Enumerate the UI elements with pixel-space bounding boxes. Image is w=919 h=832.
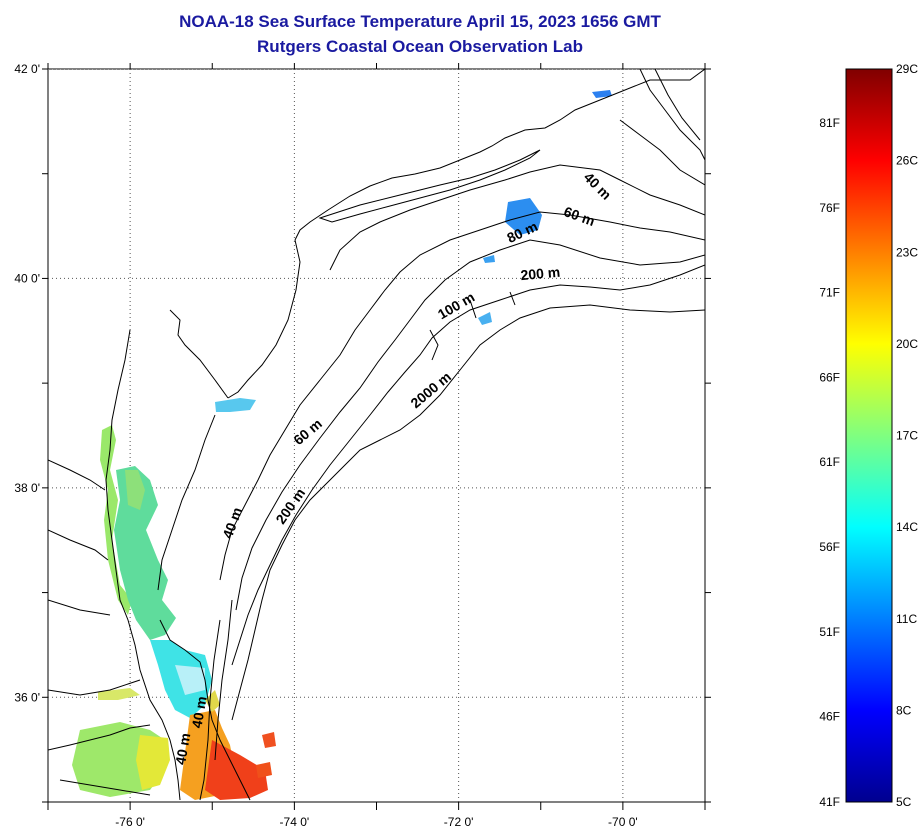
- coastline-nc: [159, 619, 251, 801]
- isobath-80m: [235, 239, 705, 611]
- sst-offshore-speck2: [478, 312, 492, 325]
- colorbar-fahrenheit-label: 61F: [819, 455, 840, 469]
- coastline-new-england: [294, 69, 705, 241]
- isobaths: [199, 69, 705, 801]
- isobath-canyons: [429, 291, 516, 361]
- colorbar-celsius-label: 20C: [896, 337, 918, 351]
- colorbar-celsius-label: 26C: [896, 154, 918, 168]
- isobath-label: 40 m: [188, 695, 209, 729]
- coastline-rivers: [48, 459, 141, 696]
- sst-nc-coast-yellow: [205, 690, 220, 712]
- sst-nc-light: [175, 665, 205, 695]
- sst-gulfstream-spot: [262, 732, 276, 748]
- colorbar-fahrenheit-label: 76F: [819, 201, 840, 215]
- coastline-sounds: [48, 724, 151, 796]
- isobath-nc-shelf: [199, 599, 233, 801]
- lat-tick-label: 36 0': [14, 690, 40, 704]
- map-frame: [47, 68, 706, 803]
- map-axes: -76 0' -74 0' -72 0' -70 0' 42 0' 40 0' 38 0' 3…: [14, 62, 711, 829]
- colorbar-fahrenheit-label: 66F: [819, 370, 840, 384]
- colorbar-celsius-label: 8C: [896, 703, 912, 717]
- sst-cape-cod: [592, 90, 612, 98]
- graticule: [48, 69, 705, 802]
- sst-offshore-speck: [483, 255, 495, 263]
- lon-tick-label: -72 0': [444, 815, 474, 829]
- lon-tick-label: -74 0': [280, 815, 310, 829]
- colorbar-fahrenheit-label: 71F: [819, 286, 840, 300]
- sst-delmarva-bay: [125, 470, 145, 510]
- lon-tick-label: -70 0': [608, 815, 638, 829]
- colorbar-fahrenheit-label: 56F: [819, 540, 840, 554]
- sst-chesapeake-west: [100, 425, 132, 615]
- colorbar-gradient: [845, 68, 893, 803]
- coastline: [48, 69, 705, 801]
- colorbar: 29C 26C 23C 20C 17C 14C 11C 8C 5C 81F 76F 71F 66F 61…: [819, 62, 918, 809]
- isobath-2000m: [231, 304, 705, 721]
- lon-tick-label: -76 0': [115, 815, 145, 829]
- colorbar-fahrenheit-label: 81F: [819, 116, 840, 130]
- sst-patches: [72, 90, 612, 800]
- lat-tick-label: 40 0': [14, 271, 40, 285]
- colorbar-fahrenheit-label: 51F: [819, 625, 840, 639]
- isobath-40m-north: [329, 164, 705, 271]
- colorbar-fahrenheit-label: 41F: [819, 795, 840, 809]
- isobath-label: 200 m: [520, 264, 561, 283]
- lat-tick-label: 42 0': [14, 62, 40, 76]
- sst-delaware-mouth: [215, 398, 256, 412]
- colorbar-fahrenheit-label: 46F: [819, 710, 840, 724]
- sst-hatteras-red: [205, 740, 268, 800]
- coastline-delaware-bay: [169, 309, 229, 399]
- coastline-chesapeake-west: [105, 329, 181, 801]
- coastline-nj: [227, 239, 301, 399]
- coastline-delmarva: [157, 414, 216, 591]
- sst-chesapeake: [114, 466, 176, 640]
- coastline-long-island: [318, 149, 541, 223]
- colorbar-celsius-label: 29C: [896, 62, 918, 76]
- colorbar-fahrenheit-labels: 81F 76F 71F 66F 61F 56F 51F 46F 41F: [819, 116, 840, 809]
- colorbar-celsius-label: 5C: [896, 795, 912, 809]
- sst-albemarle-strip: [98, 688, 140, 700]
- colorbar-celsius-label: 23C: [896, 245, 918, 259]
- isobath-georges: [619, 69, 705, 186]
- colorbar-celsius-label: 17C: [896, 429, 918, 443]
- sst-pamlico-yellow: [136, 735, 170, 790]
- isobath-label: 40 m: [172, 732, 193, 766]
- lat-tick-label: 38 0': [14, 481, 40, 495]
- colorbar-celsius-label: 14C: [896, 520, 918, 534]
- isobath-200m: [231, 264, 705, 666]
- colorbar-celsius-labels: 29C 26C 23C 20C 17C 14C 11C 8C 5C: [896, 62, 918, 809]
- map-subtitle: Rutgers Coastal Ocean Observation Lab: [257, 37, 583, 56]
- sst-gulfstream-spot2: [256, 762, 272, 778]
- map-title: NOAA-18 Sea Surface Temperature April 15…: [179, 12, 661, 31]
- colorbar-celsius-label: 11C: [896, 612, 917, 626]
- isobath-60m: [219, 211, 705, 581]
